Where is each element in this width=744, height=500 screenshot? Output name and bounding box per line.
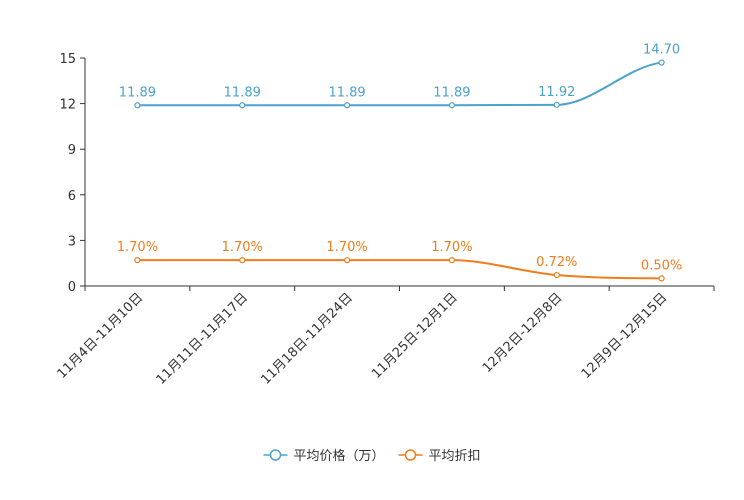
axes: 0 3 6 9 12 15 11月4日-11月10日 11月11日-11月17日 11月18日-… xyxy=(55,52,715,388)
x-tick-label: 11月25日-12月1日 xyxy=(369,290,461,382)
data-point[interactable] xyxy=(134,102,141,109)
data-label: 1.70% xyxy=(431,240,472,255)
series-2: 1.70% 1.70% 1.70% 1.70% 0.72% 0.50% xyxy=(117,240,682,282)
data-point[interactable] xyxy=(343,257,351,264)
data-point[interactable] xyxy=(553,101,560,108)
y-tick-label: 6 xyxy=(68,189,76,204)
series-line xyxy=(137,61,662,107)
data-label: 11.89 xyxy=(224,85,261,100)
legend: 平均价格（万） 平均折扣 xyxy=(263,448,481,464)
legend-label: 平均价格（万） xyxy=(294,448,385,464)
x-tick-label: 12月2日-12月8日 xyxy=(480,290,566,376)
data-label: 0.50% xyxy=(641,258,682,273)
data-label: 1.70% xyxy=(222,240,263,255)
data-label: 11.89 xyxy=(119,85,156,100)
data-label: 11.89 xyxy=(328,85,365,100)
x-tick-label: 11月4日-11月10日 xyxy=(55,290,147,382)
legend-label: 平均折扣 xyxy=(429,449,481,464)
legend-item-1[interactable]: 平均价格（万） xyxy=(263,448,385,464)
data-point[interactable] xyxy=(553,271,560,279)
data-label: 11.89 xyxy=(433,85,470,100)
data-point[interactable] xyxy=(239,102,246,109)
data-label: 1.70% xyxy=(117,240,158,255)
data-point[interactable] xyxy=(658,275,665,282)
data-label: 0.72% xyxy=(536,255,577,270)
y-tick-label: 0 xyxy=(68,280,76,295)
data-point[interactable] xyxy=(448,257,456,264)
data-label: 1.70% xyxy=(326,240,367,255)
data-point[interactable] xyxy=(658,59,665,66)
y-tick-label: 3 xyxy=(68,234,76,249)
data-point[interactable] xyxy=(239,257,246,264)
data-point[interactable] xyxy=(343,102,351,109)
legend-circle-icon xyxy=(269,449,282,461)
y-tick-label: 15 xyxy=(59,52,76,67)
series-line xyxy=(137,259,662,280)
legend-circle-icon xyxy=(404,449,417,461)
data-point[interactable] xyxy=(134,257,141,264)
data-point[interactable] xyxy=(448,102,456,109)
x-tick-label: 11月11日-11月17日 xyxy=(154,290,251,387)
x-tick-label: 12月9日-12月15日 xyxy=(579,290,671,382)
y-tick-label: 9 xyxy=(68,143,76,158)
series-1: 11.89 11.89 11.89 11.89 11.92 14.70 xyxy=(119,43,680,109)
data-label: 14.70 xyxy=(643,43,680,58)
legend-item-2[interactable]: 平均折扣 xyxy=(398,449,481,464)
data-label: 11.92 xyxy=(538,85,575,100)
y-tick-label: 12 xyxy=(59,98,76,113)
x-tick-label: 11月18日-11月24日 xyxy=(258,290,355,387)
